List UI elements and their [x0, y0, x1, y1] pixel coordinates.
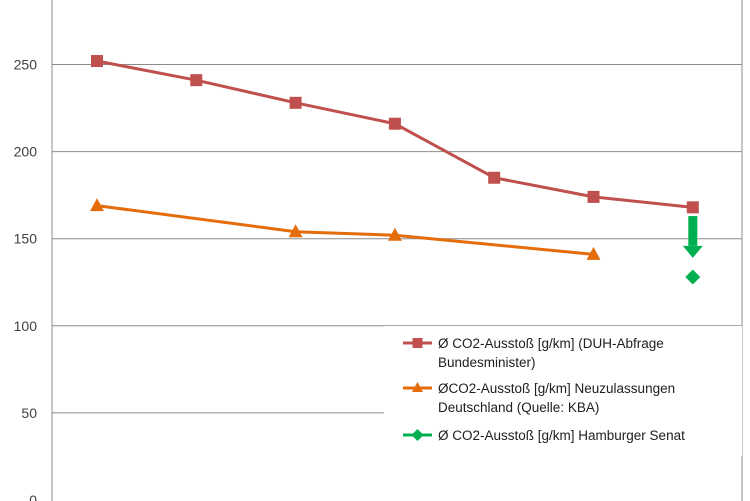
series-2-line — [96, 204, 594, 256]
legend-box — [384, 326, 742, 456]
series-3-point-7 — [685, 269, 701, 285]
series-1-point-6 — [587, 190, 600, 203]
series-1-point-1 — [91, 55, 103, 68]
y-tick-label-50: 50 — [21, 405, 37, 421]
legend-label-3-line-1: Ø CO2-Ausstoß [g/km] Hamburger Senat — [438, 428, 685, 443]
series-2-point-6 — [586, 246, 601, 260]
series-1-point-5 — [488, 171, 501, 184]
y-tick-label-200: 200 — [14, 144, 38, 160]
legend-marker-2 — [412, 382, 423, 392]
legend-label-1-line-2: Bundesminister) — [438, 355, 536, 370]
legend-marker-1 — [412, 338, 423, 348]
y-tick-label-100: 100 — [14, 318, 38, 334]
series-2-point-4 — [387, 227, 402, 241]
series-1-point-2 — [190, 74, 203, 87]
legend-entry-3: Ø CO2-Ausstoß [g/km] Hamburger Senat — [403, 428, 685, 443]
y-tick-label-0: 0 — [29, 492, 37, 501]
series-1-point-4 — [388, 117, 401, 130]
series-2-point-3 — [288, 224, 303, 238]
series-1-point-3 — [289, 96, 302, 109]
series-1-point-7 — [686, 201, 699, 214]
legend: Ø CO2-Ausstoß [g/km] (DUH-Abfrage Bundesm… — [384, 326, 742, 456]
annotation-layer — [682, 216, 703, 258]
series-layer — [90, 55, 701, 285]
y-tick-label-150: 150 — [14, 231, 38, 247]
legend-label-2-line-1: ØCO2-Ausstoß [g/km] Neuzulassungen — [438, 381, 675, 396]
legend-entry-2: ØCO2-Ausstoß [g/km] Neuzulassungen Deutsc… — [403, 381, 675, 415]
series-1-line — [96, 59, 693, 209]
series-1 — [91, 55, 699, 214]
legend-entry-1: Ø CO2-Ausstoß [g/km] (DUH-Abfrage Bundesm… — [403, 336, 664, 370]
series-2 — [90, 198, 601, 260]
series-2-point-1 — [90, 198, 104, 212]
legend-marker-3 — [411, 429, 424, 441]
annotation-arrow-1 — [682, 216, 703, 258]
y-tick-label-250: 250 — [14, 57, 38, 73]
legend-label-2-line-2: Deutschland (Quelle: KBA) — [438, 400, 599, 415]
y-axis: 0 50 100 150 200 250 — [14, 0, 743, 501]
legend-label-1-line-1: Ø CO2-Ausstoß [g/km] (DUH-Abfrage — [438, 336, 664, 351]
series-3 — [685, 269, 701, 285]
